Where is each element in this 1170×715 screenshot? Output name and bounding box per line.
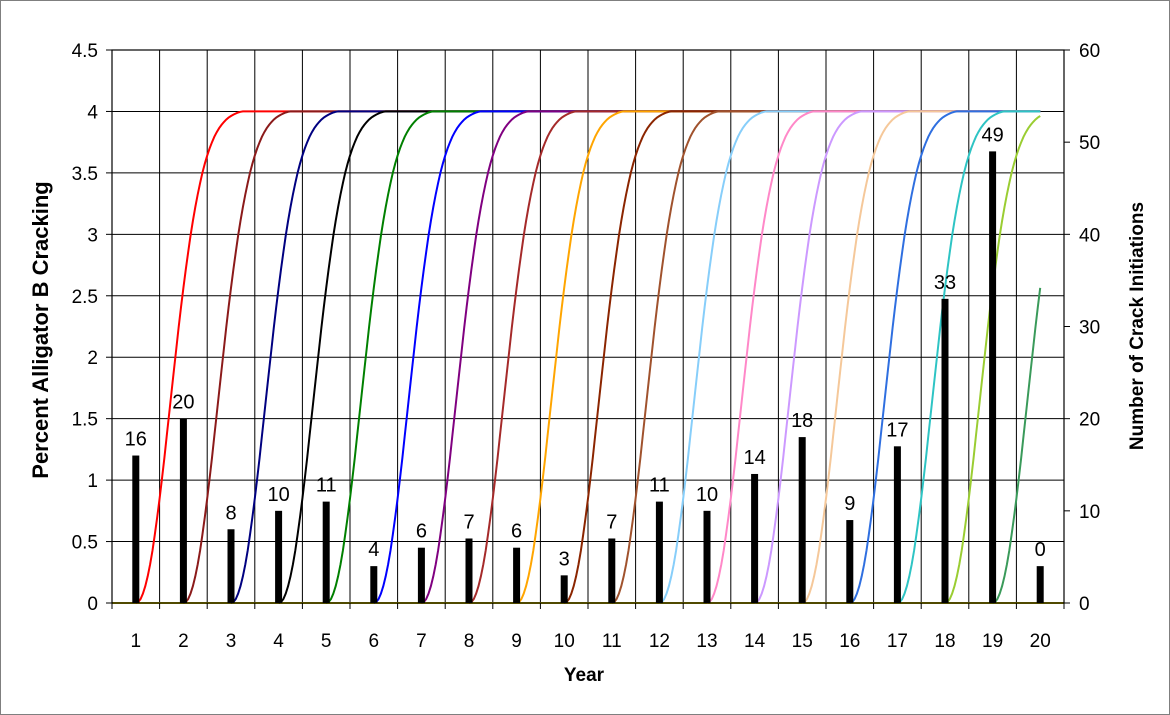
- initiation-bar: [370, 566, 378, 603]
- x-tick-label: 9: [511, 631, 522, 652]
- bar-value-label: 10: [267, 484, 289, 506]
- bar-value-label: 49: [981, 124, 1003, 146]
- initiation-bars: 16 20 8 10 11 4 6 7 6 3 7 11 10 14 18 9 17 33 49 0: [125, 124, 1046, 603]
- x-tick-label: 13: [696, 631, 717, 652]
- bar-value-label: 8: [225, 502, 236, 524]
- x-tick-label: 1: [131, 631, 142, 652]
- right-y-tick-label: 0: [1079, 594, 1090, 615]
- x-tick-label: 5: [321, 631, 332, 652]
- bar-value-label: 14: [743, 447, 765, 469]
- bar-value-label: 18: [791, 410, 813, 432]
- bar-value-label: 16: [125, 429, 147, 451]
- bar-value-label: 7: [606, 511, 617, 533]
- x-tick-label: 17: [887, 631, 908, 652]
- initiation-bar: [608, 538, 616, 603]
- x-tick-label: 6: [369, 631, 380, 652]
- right-y-tick-label: 50: [1079, 133, 1100, 154]
- left-y-tick-label: 3.5: [72, 164, 98, 185]
- bar-value-label: 11: [649, 475, 670, 497]
- x-tick-label: 18: [934, 631, 955, 652]
- initiation-bar: [227, 529, 235, 603]
- bar-value-label: 17: [886, 419, 908, 441]
- right-y-tick-label: 10: [1079, 502, 1100, 523]
- x-tick-label: 4: [273, 631, 284, 652]
- initiation-bar: [275, 510, 283, 603]
- bar-value-label: 20: [172, 392, 194, 414]
- left-y-tick-label: 0.5: [72, 533, 98, 554]
- initiation-bar: [846, 520, 854, 603]
- left-y-tick-label: 2: [87, 348, 98, 369]
- initiation-bar: [751, 473, 759, 603]
- cracking-curves: [112, 110, 1064, 604]
- right-y-axis-title: Number of Crack Initiations: [1127, 202, 1148, 450]
- x-tick-label: 14: [744, 631, 766, 652]
- left-y-tick-label: 4.5: [72, 41, 98, 62]
- x-tick-label: 3: [226, 631, 237, 652]
- grid-lines: [111, 49, 1065, 604]
- left-y-tick-label: 1: [87, 471, 98, 492]
- cracking-curve-year-19: [992, 287, 1042, 604]
- bar-value-label: 3: [559, 548, 570, 570]
- right-y-tick-label: 30: [1079, 318, 1100, 339]
- bar-value-label: 6: [511, 521, 522, 543]
- initiation-bar: [703, 510, 711, 603]
- initiation-bar: [179, 418, 187, 603]
- left-y-tick-label: 0: [87, 594, 98, 615]
- bar-value-label: 0: [1035, 539, 1046, 561]
- initiation-bar: [322, 501, 330, 603]
- x-tick-label: 7: [416, 631, 427, 652]
- left-y-axis-title: Percent Alligator B Cracking: [28, 181, 53, 478]
- initiation-bar: [417, 547, 425, 603]
- initiation-bar: [465, 538, 473, 603]
- x-axis-title: Year: [564, 665, 605, 686]
- right-y-tick-label: 20: [1079, 410, 1100, 431]
- x-tick-label: 11: [602, 631, 622, 652]
- axes: [106, 49, 1070, 609]
- right-y-tick-label: 60: [1079, 41, 1100, 62]
- bar-value-label: 11: [316, 475, 337, 497]
- bar-value-label: 4: [368, 539, 379, 561]
- left-y-tick-label: 3: [87, 225, 98, 246]
- plot-border: [111, 49, 1065, 604]
- x-tick-label: 16: [839, 631, 860, 652]
- initiation-bar: [989, 151, 997, 603]
- x-tick-label: 10: [554, 631, 575, 652]
- initiation-bar: [941, 298, 949, 603]
- initiation-bar: [893, 446, 901, 603]
- x-tick-label: 8: [464, 631, 475, 652]
- left-y-tick-label: 2.5: [72, 287, 98, 308]
- initiation-bar: [513, 547, 521, 603]
- left-y-tick-label: 1.5: [72, 410, 98, 431]
- bar-value-label: 10: [696, 484, 718, 506]
- x-tick-label: 20: [1030, 631, 1051, 652]
- x-tick-label: 15: [792, 631, 813, 652]
- right-y-tick-label: 40: [1079, 225, 1100, 246]
- cracking-curve-year-17: [897, 110, 1041, 604]
- x-tick-label: 19: [982, 631, 1003, 652]
- initiation-bar: [655, 501, 663, 603]
- bar-value-label: 9: [844, 493, 855, 515]
- initiation-bar: [560, 575, 568, 603]
- bar-value-label: 7: [463, 511, 474, 533]
- x-tick-label: 2: [178, 631, 189, 652]
- bar-value-label: 6: [416, 521, 427, 543]
- bar-value-label: 33: [934, 272, 956, 294]
- x-tick-label: 12: [649, 631, 670, 652]
- initiation-bar: [798, 437, 806, 603]
- initiation-bar: [1036, 566, 1044, 603]
- left-y-tick-label: 4: [87, 102, 98, 123]
- initiation-bar: [132, 455, 140, 603]
